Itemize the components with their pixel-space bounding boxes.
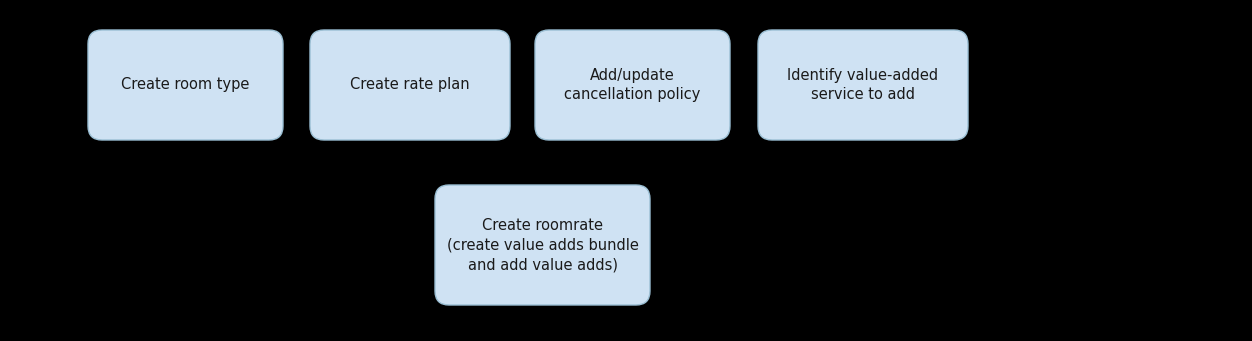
- Text: Add/update
cancellation policy: Add/update cancellation policy: [565, 68, 701, 102]
- FancyBboxPatch shape: [757, 30, 968, 140]
- FancyBboxPatch shape: [535, 30, 730, 140]
- FancyBboxPatch shape: [88, 30, 283, 140]
- FancyBboxPatch shape: [434, 185, 650, 305]
- FancyBboxPatch shape: [310, 30, 510, 140]
- Text: Create roomrate
(create value adds bundle
and add value adds): Create roomrate (create value adds bundl…: [447, 218, 639, 272]
- Text: Create room type: Create room type: [121, 77, 249, 92]
- Text: Create rate plan: Create rate plan: [351, 77, 470, 92]
- Text: Identify value-added
service to add: Identify value-added service to add: [788, 68, 939, 102]
